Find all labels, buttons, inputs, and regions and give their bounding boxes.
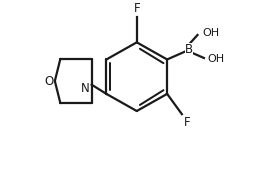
Text: B: B bbox=[185, 43, 193, 56]
Text: OH: OH bbox=[202, 28, 219, 38]
Text: F: F bbox=[184, 116, 190, 129]
Text: OH: OH bbox=[208, 54, 225, 64]
Text: O: O bbox=[44, 74, 54, 87]
Text: F: F bbox=[133, 2, 140, 15]
Text: N: N bbox=[81, 82, 90, 95]
